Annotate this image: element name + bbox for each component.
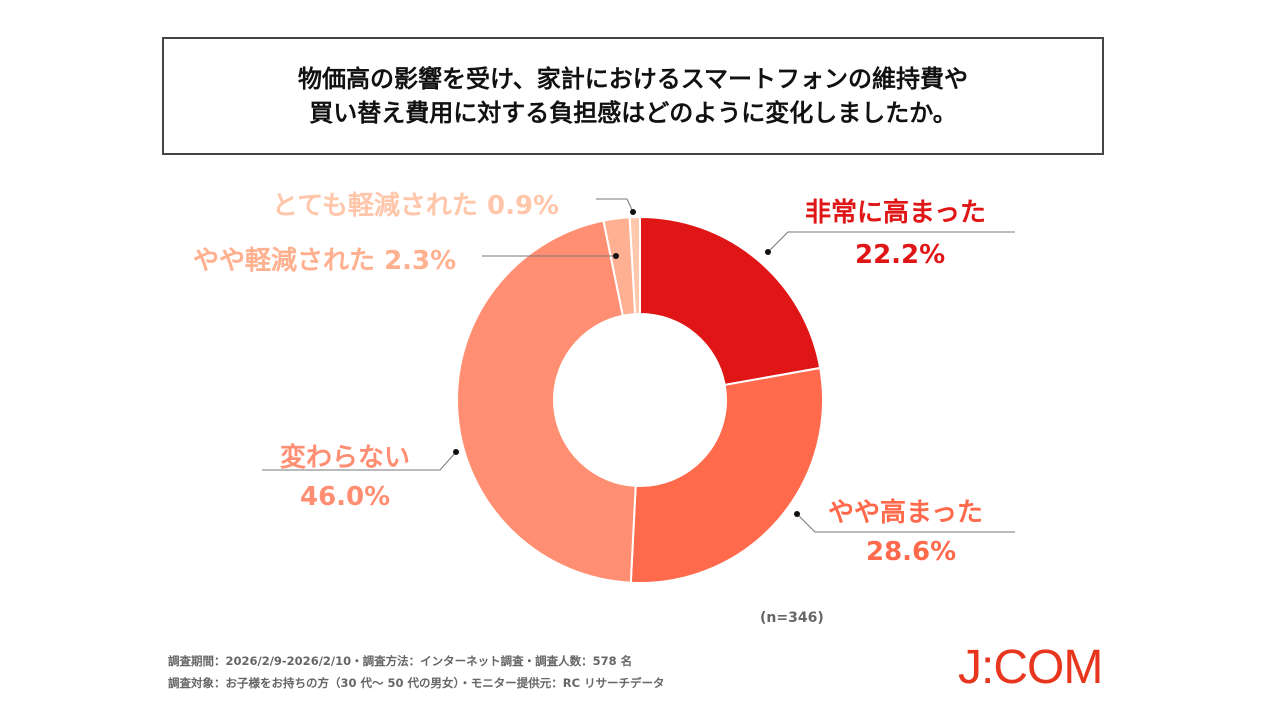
label-cat-2: 変わらない [280,443,411,473]
title-line-1: 物価高の影響を受け、家計におけるスマートフォンの維持費や [297,65,969,93]
label-val-0: 22.2% [855,240,946,270]
label-cat-3-text: やや軽減された [193,246,376,276]
label-val-3: 2.3% [384,246,457,276]
slice-4 [628,215,641,316]
label-val-4: 0.9% [486,191,560,221]
leader-dot-3 [613,253,619,259]
label-cat-4: とても軽減された 0.9% [272,185,559,222]
leader-dot-2 [453,449,459,455]
label-cat-1: やや高まった [828,498,983,528]
label-cat-0: 非常に高まった [805,198,986,228]
slice-0 [639,215,822,387]
leader-line-1 [796,513,1015,533]
chart-title: 物価高の影響を受け、家計におけるスマートフォンの維持費や 買い替え費用に対する負… [162,37,1104,155]
label-val-1: 28.6% [866,537,957,567]
footer-line-2: 調査対象：お子様をお持ちの方（30 代～ 50 代の男女）・モニター提供元：RC… [168,676,665,690]
footer-line-1: 調査期間：2026/2/9-2026/2/10・調査方法：インターネット調査・調… [168,654,633,668]
label-val-2: 46.0% [300,482,391,512]
leader-dot-0 [765,249,771,255]
slice-1 [629,366,824,584]
title-line-2: 買い替え費用に対する負担感はどのように変化しましたか。 [309,99,957,127]
leader-dot-4 [630,209,636,215]
slice-2 [456,219,637,584]
leader-dot-1 [794,511,800,517]
leader-line-4 [596,198,634,213]
label-cat-3: やや軽減された 2.3% [193,240,456,277]
leader-line-0 [767,231,1015,253]
leader-line-2 [262,451,457,471]
sample-size: (n=346) [760,610,824,626]
jcom-logo: J:COM [958,641,1103,694]
label-cat-4-text: とても軽減された [272,191,478,221]
